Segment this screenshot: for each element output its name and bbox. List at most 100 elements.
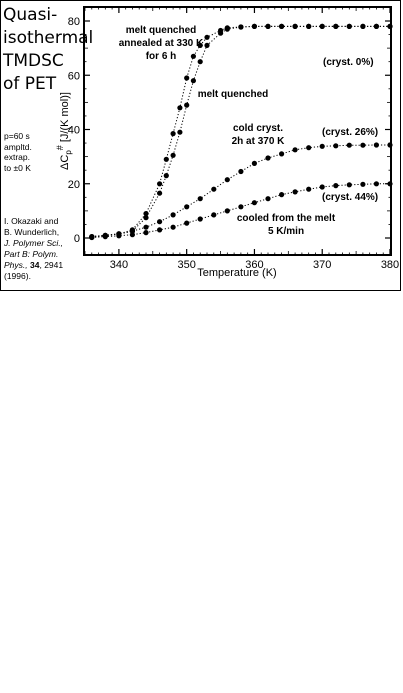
data-point-cooled-from-melt: [157, 227, 163, 233]
axis-ticks: [84, 7, 391, 255]
annotation-line: for 6 h: [146, 51, 177, 62]
data-point-melt-quenched: [346, 23, 352, 29]
data-point-melt-quenched: [292, 23, 298, 29]
x-tick-label: 340: [110, 259, 128, 271]
data-point-cooled-from-melt: [89, 234, 95, 241]
data-point-melt-quenched: [170, 152, 176, 158]
param-line: extrap.: [4, 152, 30, 162]
data-point-melt-quenched: [143, 215, 149, 221]
annotation-line: melt quenched: [198, 89, 269, 100]
data-point-cold-crystallized: [211, 186, 217, 192]
data-point-cooled-from-melt: [116, 233, 122, 239]
y-axis-label-unit: [J/(K mol)]: [59, 92, 71, 142]
data-point-melt-quenched: [184, 102, 190, 108]
data-point-cold-crystallized: [224, 177, 230, 183]
citation-authors-1: I. Okazaki and: [4, 216, 59, 226]
annotation-line: (cryst. 0%): [323, 57, 374, 68]
data-point-cold-crystallized: [319, 143, 325, 149]
data-point-cooled-from-melt: [102, 234, 108, 240]
data-point-cold-crystallized: [265, 155, 271, 161]
data-point-cold-crystallized: [333, 143, 339, 149]
data-point-cold-crystallized: [197, 196, 203, 202]
x-tick-label: 350: [177, 259, 195, 271]
annotation-line: 5 K/min: [268, 226, 304, 237]
data-point-melt-quenched: [306, 23, 312, 29]
data-point-melt-quenched: [190, 78, 196, 84]
annotation-melt-quenched: melt quenched: [198, 89, 269, 100]
side-title-line: Quasi-: [3, 5, 58, 25]
param-line: ampltd.: [4, 141, 32, 152]
data-point-cooled-from-melt: [373, 181, 379, 187]
data-point-melt-quenched: [373, 23, 379, 29]
series-line-cold-crystallized: [91, 144, 390, 238]
measurement-parameters: p=60 s ampltd. extrap. to ±0 K: [4, 131, 54, 173]
data-point-melt-quenched: [360, 23, 366, 29]
y-tick-label: 80: [68, 16, 80, 28]
annotation-line: (cryst. 26%): [322, 127, 378, 138]
data-point-cold-crystallized: [157, 219, 163, 225]
citation-journal-2: Part B: Polym.: [4, 249, 59, 259]
data-point-melt-quenched: [251, 23, 257, 29]
data-point-cold-crystallized: [292, 147, 298, 153]
axis-tick-labels: 340 350 360 370 380 0 20 40 60 80: [68, 16, 399, 271]
y-tick-label: 20: [68, 179, 80, 191]
data-point-cold-crystallized: [170, 212, 176, 218]
data-point-cold-crystallized: [238, 168, 244, 175]
data-point-cooled-from-melt: [360, 181, 366, 187]
citation-authors-2: B. Wunderlich,: [4, 227, 60, 237]
data-point-melt-quenched: [319, 23, 325, 29]
annotation-cooled: cooled from the melt 5 K/min: [237, 213, 336, 237]
data-point-cold-crystallized: [387, 142, 393, 148]
annotation-line: (cryst. 44%): [322, 192, 378, 203]
chart: 340 350 360 370 380 0 20 40 60 80 Temperature (K)…: [55, 6, 399, 279]
annotation-melt-annealed: melt quenched annealed at 330 K for 6 h: [119, 25, 204, 62]
data-point-cooled-from-melt: [170, 224, 176, 230]
y-axis-label-sub: p: [64, 150, 73, 155]
data-point-cooled-from-melt: [143, 230, 149, 236]
data-point-cooled-from-melt: [238, 204, 244, 210]
data-point-cold-crystallized: [360, 142, 366, 148]
citation-journal-3: Phys.,: [4, 260, 28, 270]
data-point-melt-quenched-annealed: [157, 181, 163, 187]
data-point-cooled-from-melt: [197, 216, 203, 222]
data-point-cooled-from-melt: [306, 186, 312, 192]
data-point-melt-quenched: [163, 173, 169, 179]
data-point-cold-crystallized: [279, 151, 285, 157]
citation: I. Okazaki and B. Wunderlich, J. Polymer…: [4, 216, 82, 282]
data-point-cooled-from-melt: [319, 184, 325, 190]
side-title-line: TMDSC: [3, 51, 64, 71]
data-point-cold-crystallized: [184, 204, 190, 210]
annotation-line: annealed at 330 K: [119, 38, 204, 49]
y-tick-label: 40: [68, 125, 80, 137]
data-point-cooled-from-melt: [292, 189, 298, 195]
param-line: p=60 s: [4, 131, 30, 141]
y-axis-label-sup: #: [55, 145, 65, 150]
data-point-melt-quenched: [157, 190, 163, 196]
x-axis-label: Temperature (K): [197, 267, 276, 279]
annotation-line: melt quenched: [126, 25, 197, 36]
data-point-cooled-from-melt: [184, 220, 190, 226]
side-title: Quasi- isothermal TMDSC of PET: [3, 4, 93, 96]
data-point-cooled-from-melt: [224, 208, 230, 214]
data-point-cooled-from-melt: [211, 212, 217, 218]
data-point-melt-quenched: [387, 23, 393, 29]
data-point-melt-quenched: [333, 23, 339, 29]
data-point-melt-quenched-annealed: [184, 75, 190, 81]
y-axis-label-main: ΔC: [59, 155, 71, 170]
data-point-melt-quenched-annealed: [177, 105, 183, 111]
data-point-cold-crystallized: [373, 142, 379, 148]
param-line: to ±0 K: [4, 162, 31, 173]
annotation-line: cold cryst.: [233, 123, 283, 134]
y-tick-label: 0: [74, 233, 80, 245]
data-point-melt-quenched-annealed: [143, 211, 149, 217]
data-point-cooled-from-melt: [346, 182, 352, 188]
data-point-cold-crystallized: [306, 145, 312, 151]
annotation-cryst0: (cryst. 0%): [323, 57, 374, 68]
data-point-cooled-from-melt: [333, 183, 339, 189]
y-axis-label: ΔCp# [J/(K mol)]: [55, 92, 73, 170]
x-tick-label: 380: [381, 259, 399, 271]
data-point-cold-crystallized: [346, 142, 352, 148]
citation-volume-line: Phys., 34, 2941: [4, 260, 82, 271]
x-tick-label: 370: [313, 259, 331, 271]
